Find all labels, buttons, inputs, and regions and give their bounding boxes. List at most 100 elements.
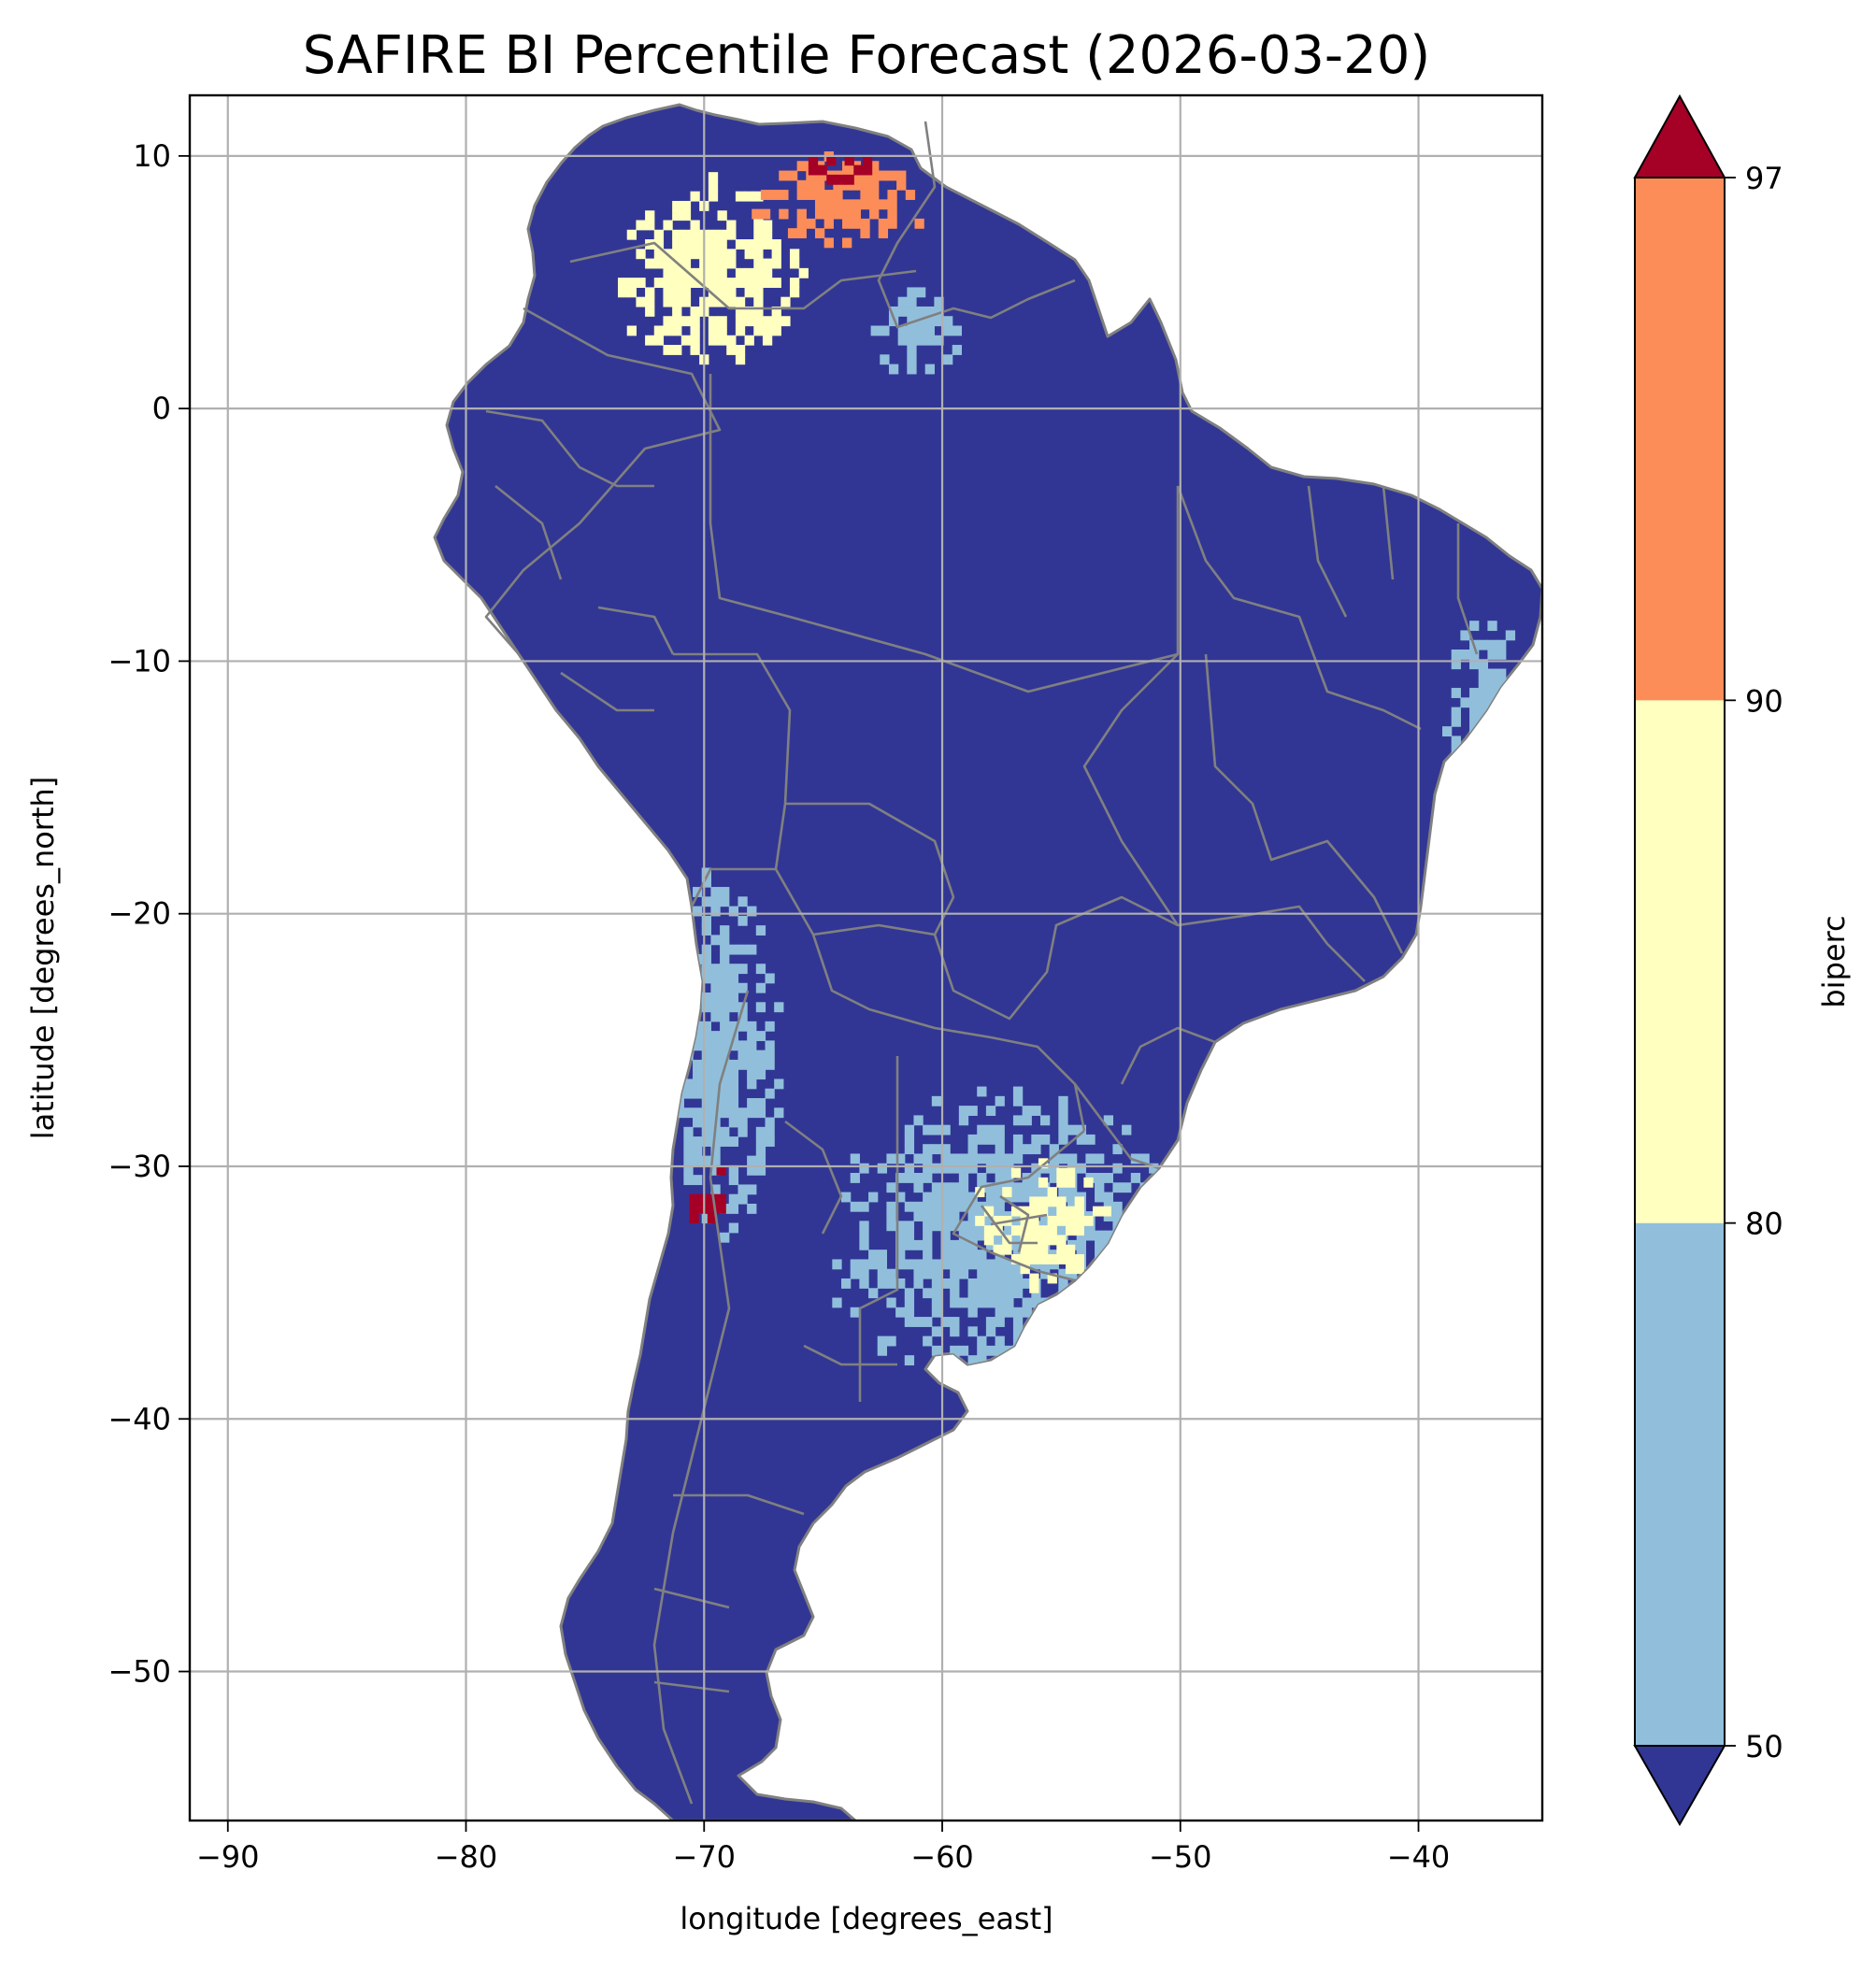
patch-cell (950, 1345, 960, 1356)
patch-cell (1004, 1288, 1014, 1299)
patch-cell (1095, 1239, 1105, 1250)
patch-cell (1029, 1196, 1039, 1207)
patch-cell (728, 1021, 739, 1032)
patch-cell (897, 306, 908, 317)
patch-cell (717, 249, 727, 260)
patch-cell (1049, 1173, 1059, 1183)
patch-cell (1469, 621, 1480, 632)
patch-cell (726, 278, 737, 289)
colorbar-extend-top (1633, 93, 1726, 179)
patch-cell (931, 1192, 942, 1203)
patch-cell (1451, 716, 1461, 727)
patch-cell (886, 1182, 896, 1193)
patch-cell (850, 1268, 860, 1279)
patch-cell (850, 1307, 860, 1318)
patch-cell (710, 1098, 721, 1108)
patch-cell (680, 258, 692, 269)
patch-cell (1478, 707, 1489, 718)
patch-cell (689, 1213, 699, 1224)
patch-cell (1122, 1124, 1132, 1135)
patch-cell (985, 1288, 996, 1299)
patch-cell (950, 1239, 960, 1250)
patch-cell (887, 170, 897, 181)
patch-cell (710, 1059, 721, 1070)
patch-cell (710, 1107, 721, 1119)
patch-cell (755, 982, 766, 993)
patch-cell (1010, 1167, 1022, 1178)
patch-cell (1074, 1254, 1084, 1264)
patch-cell (728, 1193, 739, 1205)
patch-cell (808, 155, 819, 166)
patch-cell (726, 296, 737, 307)
patch-cell (710, 1155, 721, 1166)
patch-cell (958, 1201, 969, 1212)
patch-cell (907, 345, 917, 355)
patch-cell (738, 982, 748, 993)
patch-cell (672, 306, 682, 317)
patch-cell (738, 896, 748, 907)
patch-cell (1067, 1192, 1078, 1203)
patch-cell (958, 1173, 969, 1183)
patch-cell (708, 191, 719, 202)
patch-cell (940, 1278, 951, 1289)
patch-cell (1022, 1182, 1032, 1193)
patch-cell (923, 1288, 933, 1299)
patch-cell (747, 944, 757, 955)
patch-cell (690, 239, 700, 250)
patch-cell (977, 1173, 987, 1183)
patch-cell (636, 249, 646, 260)
patch-cell (672, 325, 682, 336)
patch-cell (904, 1307, 915, 1318)
patch-cell (755, 1069, 766, 1080)
patch-cell (663, 287, 673, 298)
patch-cell (753, 296, 764, 307)
patch-cell (693, 1136, 703, 1147)
patch-cell (1149, 1163, 1159, 1174)
patch-cell (1074, 1206, 1084, 1217)
patch-cell (710, 1136, 721, 1147)
patch-cell (693, 1088, 703, 1099)
y-tick-label: −50 (107, 1654, 171, 1690)
patch-cell (717, 325, 727, 336)
patch-cell (683, 1126, 694, 1137)
patch-cell (940, 1230, 951, 1241)
patch-cell (747, 1059, 757, 1070)
patch-cell (738, 1040, 748, 1051)
x-tick-label: −50 (1149, 1839, 1212, 1875)
patch-cell (923, 1153, 933, 1164)
patch-cell (1095, 1230, 1105, 1241)
patch-cell (1451, 707, 1461, 718)
colorbar-segment (1635, 178, 1725, 701)
patch-cell (765, 973, 775, 984)
patch-cell (814, 199, 825, 210)
patch-cell (720, 1232, 730, 1243)
patch-cell (771, 258, 781, 269)
patch-cell (720, 1040, 730, 1051)
patch-cell (904, 1239, 915, 1250)
patch-cell (895, 1221, 906, 1232)
patch-cell (967, 1239, 978, 1250)
patch-cell (1022, 1115, 1032, 1126)
patch-cell (904, 1201, 915, 1212)
patch-cell (869, 208, 880, 220)
patch-cell (1139, 1153, 1150, 1164)
patch-cell (653, 258, 665, 269)
patch-cell (717, 335, 727, 346)
patch-cell (967, 1134, 978, 1145)
patch-cell (728, 944, 739, 955)
patch-cell (738, 915, 748, 926)
patch-cell (995, 1134, 1005, 1145)
patch-cell (923, 1201, 933, 1212)
colorbar-segment (1635, 700, 1725, 1223)
patch-cell (1012, 1182, 1024, 1193)
patch-cell (728, 906, 739, 917)
patch-cell (693, 1117, 703, 1128)
patch-cell (886, 1278, 896, 1289)
patch-cell (710, 964, 721, 975)
patch-cell (1085, 1230, 1096, 1241)
patch-cell (701, 1050, 712, 1061)
patch-cell (716, 1164, 726, 1176)
patch-cell (693, 1069, 703, 1080)
patch-cell (897, 325, 908, 336)
patch-cell (1478, 668, 1489, 679)
